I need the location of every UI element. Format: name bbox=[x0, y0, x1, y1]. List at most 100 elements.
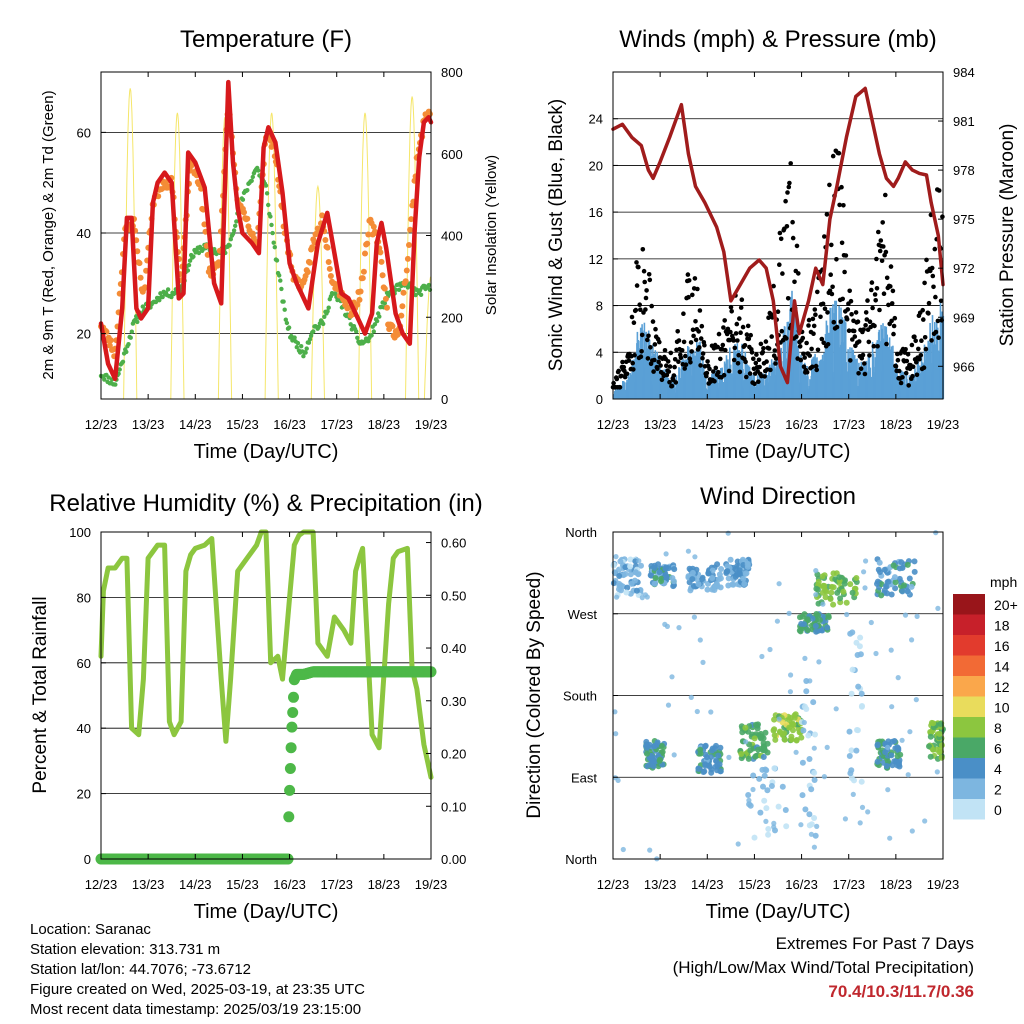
y2-tick-label: 984 bbox=[953, 65, 975, 80]
direction-point bbox=[652, 743, 658, 749]
direction-point bbox=[799, 792, 806, 799]
direction-point bbox=[797, 628, 804, 635]
dewpoint-point bbox=[278, 278, 283, 283]
direction-point bbox=[757, 809, 764, 816]
direction-point bbox=[761, 797, 768, 804]
sonic-wind-bar bbox=[794, 314, 797, 399]
x-tick-label: 16/23 bbox=[785, 417, 818, 432]
temp-9m-point bbox=[356, 296, 363, 303]
gust-point bbox=[616, 368, 621, 374]
gust-point bbox=[735, 338, 740, 343]
gust-point bbox=[681, 339, 687, 345]
direction-point bbox=[745, 792, 752, 798]
gust-point bbox=[699, 323, 705, 329]
temp-9m-point bbox=[201, 221, 208, 228]
direction-point bbox=[840, 588, 847, 595]
dewpoint-point bbox=[371, 329, 376, 334]
direction-point bbox=[650, 758, 657, 765]
legend-label: 12 bbox=[994, 679, 1010, 695]
gust-point bbox=[794, 243, 800, 249]
dewpoint-point bbox=[157, 298, 162, 303]
direction-point bbox=[926, 743, 932, 750]
sonic-wind-bar bbox=[807, 376, 809, 399]
dewpoint-point bbox=[333, 291, 338, 296]
gust-point bbox=[632, 352, 637, 358]
gust-point bbox=[749, 350, 755, 355]
direction-point bbox=[837, 595, 844, 602]
direction-point bbox=[759, 766, 766, 773]
dewpoint-point bbox=[266, 202, 271, 208]
gust-point bbox=[875, 344, 880, 349]
gust-point bbox=[846, 328, 852, 334]
gust-point bbox=[649, 303, 654, 309]
sonic-wind-bar bbox=[679, 378, 682, 399]
direction-point bbox=[822, 594, 829, 601]
direction-point bbox=[671, 752, 677, 758]
gust-point bbox=[777, 262, 782, 268]
direction-point bbox=[771, 726, 778, 733]
sonic-wind-bar bbox=[748, 366, 751, 399]
direction-point bbox=[854, 652, 861, 658]
sonic-wind-bar bbox=[919, 365, 921, 399]
direction-point bbox=[691, 614, 698, 620]
direction-point bbox=[906, 575, 913, 582]
direction-point bbox=[692, 554, 698, 560]
dewpoint-point bbox=[281, 299, 286, 304]
direction-point bbox=[847, 630, 854, 637]
gust-point bbox=[919, 338, 924, 344]
temp-9m-point bbox=[360, 268, 367, 275]
temperature-xlabel: Time (Day/UTC) bbox=[194, 441, 339, 463]
gust-point bbox=[614, 376, 620, 382]
x-tick-label: 18/23 bbox=[368, 417, 401, 432]
dewpoint-point bbox=[263, 183, 269, 188]
direction-point bbox=[663, 573, 670, 580]
gust-point bbox=[800, 335, 806, 341]
gust-point bbox=[840, 296, 845, 302]
direction-point bbox=[817, 617, 823, 623]
direction-point bbox=[891, 574, 898, 581]
dewpoint-point bbox=[126, 342, 131, 347]
gust-point bbox=[656, 359, 661, 365]
direction-point bbox=[708, 709, 714, 715]
direction-point bbox=[911, 568, 918, 575]
gust-point bbox=[766, 315, 771, 321]
direction-point bbox=[842, 816, 849, 822]
direction-point bbox=[685, 548, 692, 554]
gust-point bbox=[675, 329, 680, 334]
temp-9m-point bbox=[378, 258, 385, 265]
direction-point bbox=[850, 791, 856, 798]
gust-point bbox=[866, 339, 872, 345]
direction-point bbox=[814, 823, 820, 830]
direction-point bbox=[834, 589, 841, 596]
direction-point bbox=[848, 690, 855, 697]
y2-tick-label: 981 bbox=[953, 114, 975, 129]
legend-label: 2 bbox=[994, 782, 1002, 798]
gust-point bbox=[688, 340, 694, 345]
direction-point bbox=[702, 762, 709, 769]
direction-point bbox=[857, 820, 863, 826]
gust-point bbox=[822, 306, 828, 312]
gust-point bbox=[869, 280, 875, 285]
direction-point bbox=[777, 729, 784, 736]
gust-point bbox=[837, 202, 842, 208]
direction-point bbox=[848, 747, 855, 754]
gust-point bbox=[756, 379, 761, 385]
direction-point bbox=[887, 835, 893, 841]
solar-insolation-line bbox=[405, 96, 420, 400]
dewpoint-point bbox=[304, 346, 309, 351]
dewpoint-point bbox=[128, 335, 133, 340]
legend-label: 20+ bbox=[994, 597, 1018, 613]
x-tick-label: 17/23 bbox=[832, 417, 865, 432]
gust-point bbox=[707, 366, 712, 372]
gust-point bbox=[926, 311, 931, 316]
direction-point bbox=[803, 688, 810, 695]
gust-point bbox=[764, 359, 769, 364]
direction-point bbox=[700, 659, 706, 666]
gust-point bbox=[641, 268, 647, 274]
gust-point bbox=[721, 325, 726, 330]
gust-point bbox=[910, 373, 915, 379]
sonic-wind-bar bbox=[939, 300, 942, 399]
gust-point bbox=[877, 248, 883, 254]
direction-point bbox=[892, 585, 899, 592]
sonic-wind-bar bbox=[786, 322, 789, 399]
